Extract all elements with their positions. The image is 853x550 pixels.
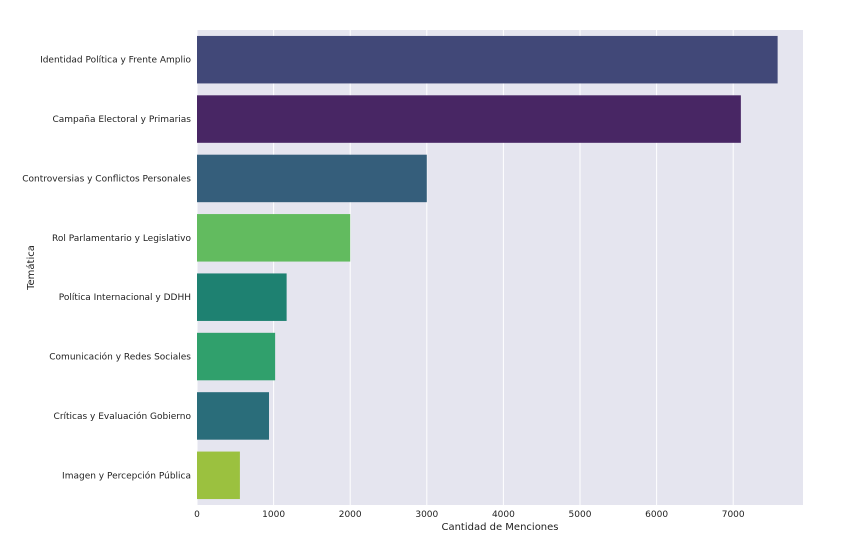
bar: [197, 273, 287, 321]
bar: [197, 35, 778, 84]
bar: [197, 451, 240, 500]
bar: [197, 154, 427, 203]
y-tick-label: Comunicación y Redes Sociales: [49, 352, 191, 363]
x-tick-label: 1000: [262, 510, 285, 520]
y-tick-labels: Identidad Política y Frente Amplio Campañ…: [22, 56, 191, 482]
bar: [197, 332, 276, 381]
y-tick-label: Rol Parlamentario y Legislativo: [52, 234, 191, 244]
x-tick-labels: 0 1000 2000 3000 4000 5000 6000 7000: [194, 510, 745, 520]
y-tick-label: Identidad Política y Frente Amplio: [40, 56, 191, 66]
x-tick-label: 2000: [339, 510, 362, 520]
y-tick-label: Críticas y Evaluación Gobierno: [54, 411, 192, 422]
y-axis-title: Temática: [25, 245, 37, 291]
x-tick-label: 4000: [492, 510, 515, 520]
y-tick-label: Campaña Electoral y Primarias: [52, 115, 191, 125]
y-tick-label: Imagen y Percepción Pública: [62, 470, 191, 481]
bar: [197, 95, 741, 143]
x-tick-label: 5000: [569, 510, 592, 520]
x-tick-label: 0: [194, 510, 200, 520]
x-axis-title: Cantidad de Menciones: [441, 522, 558, 533]
y-tick-label: Controversias y Conflictos Personales: [22, 174, 191, 184]
bar: [197, 214, 351, 262]
bar: [197, 392, 270, 440]
x-tick-label: 6000: [645, 510, 668, 520]
x-tick-label: 7000: [722, 510, 745, 520]
y-tick-label: Política Internacional y DDHH: [59, 293, 191, 303]
x-tick-label: 3000: [415, 510, 438, 520]
bars: [197, 35, 778, 500]
